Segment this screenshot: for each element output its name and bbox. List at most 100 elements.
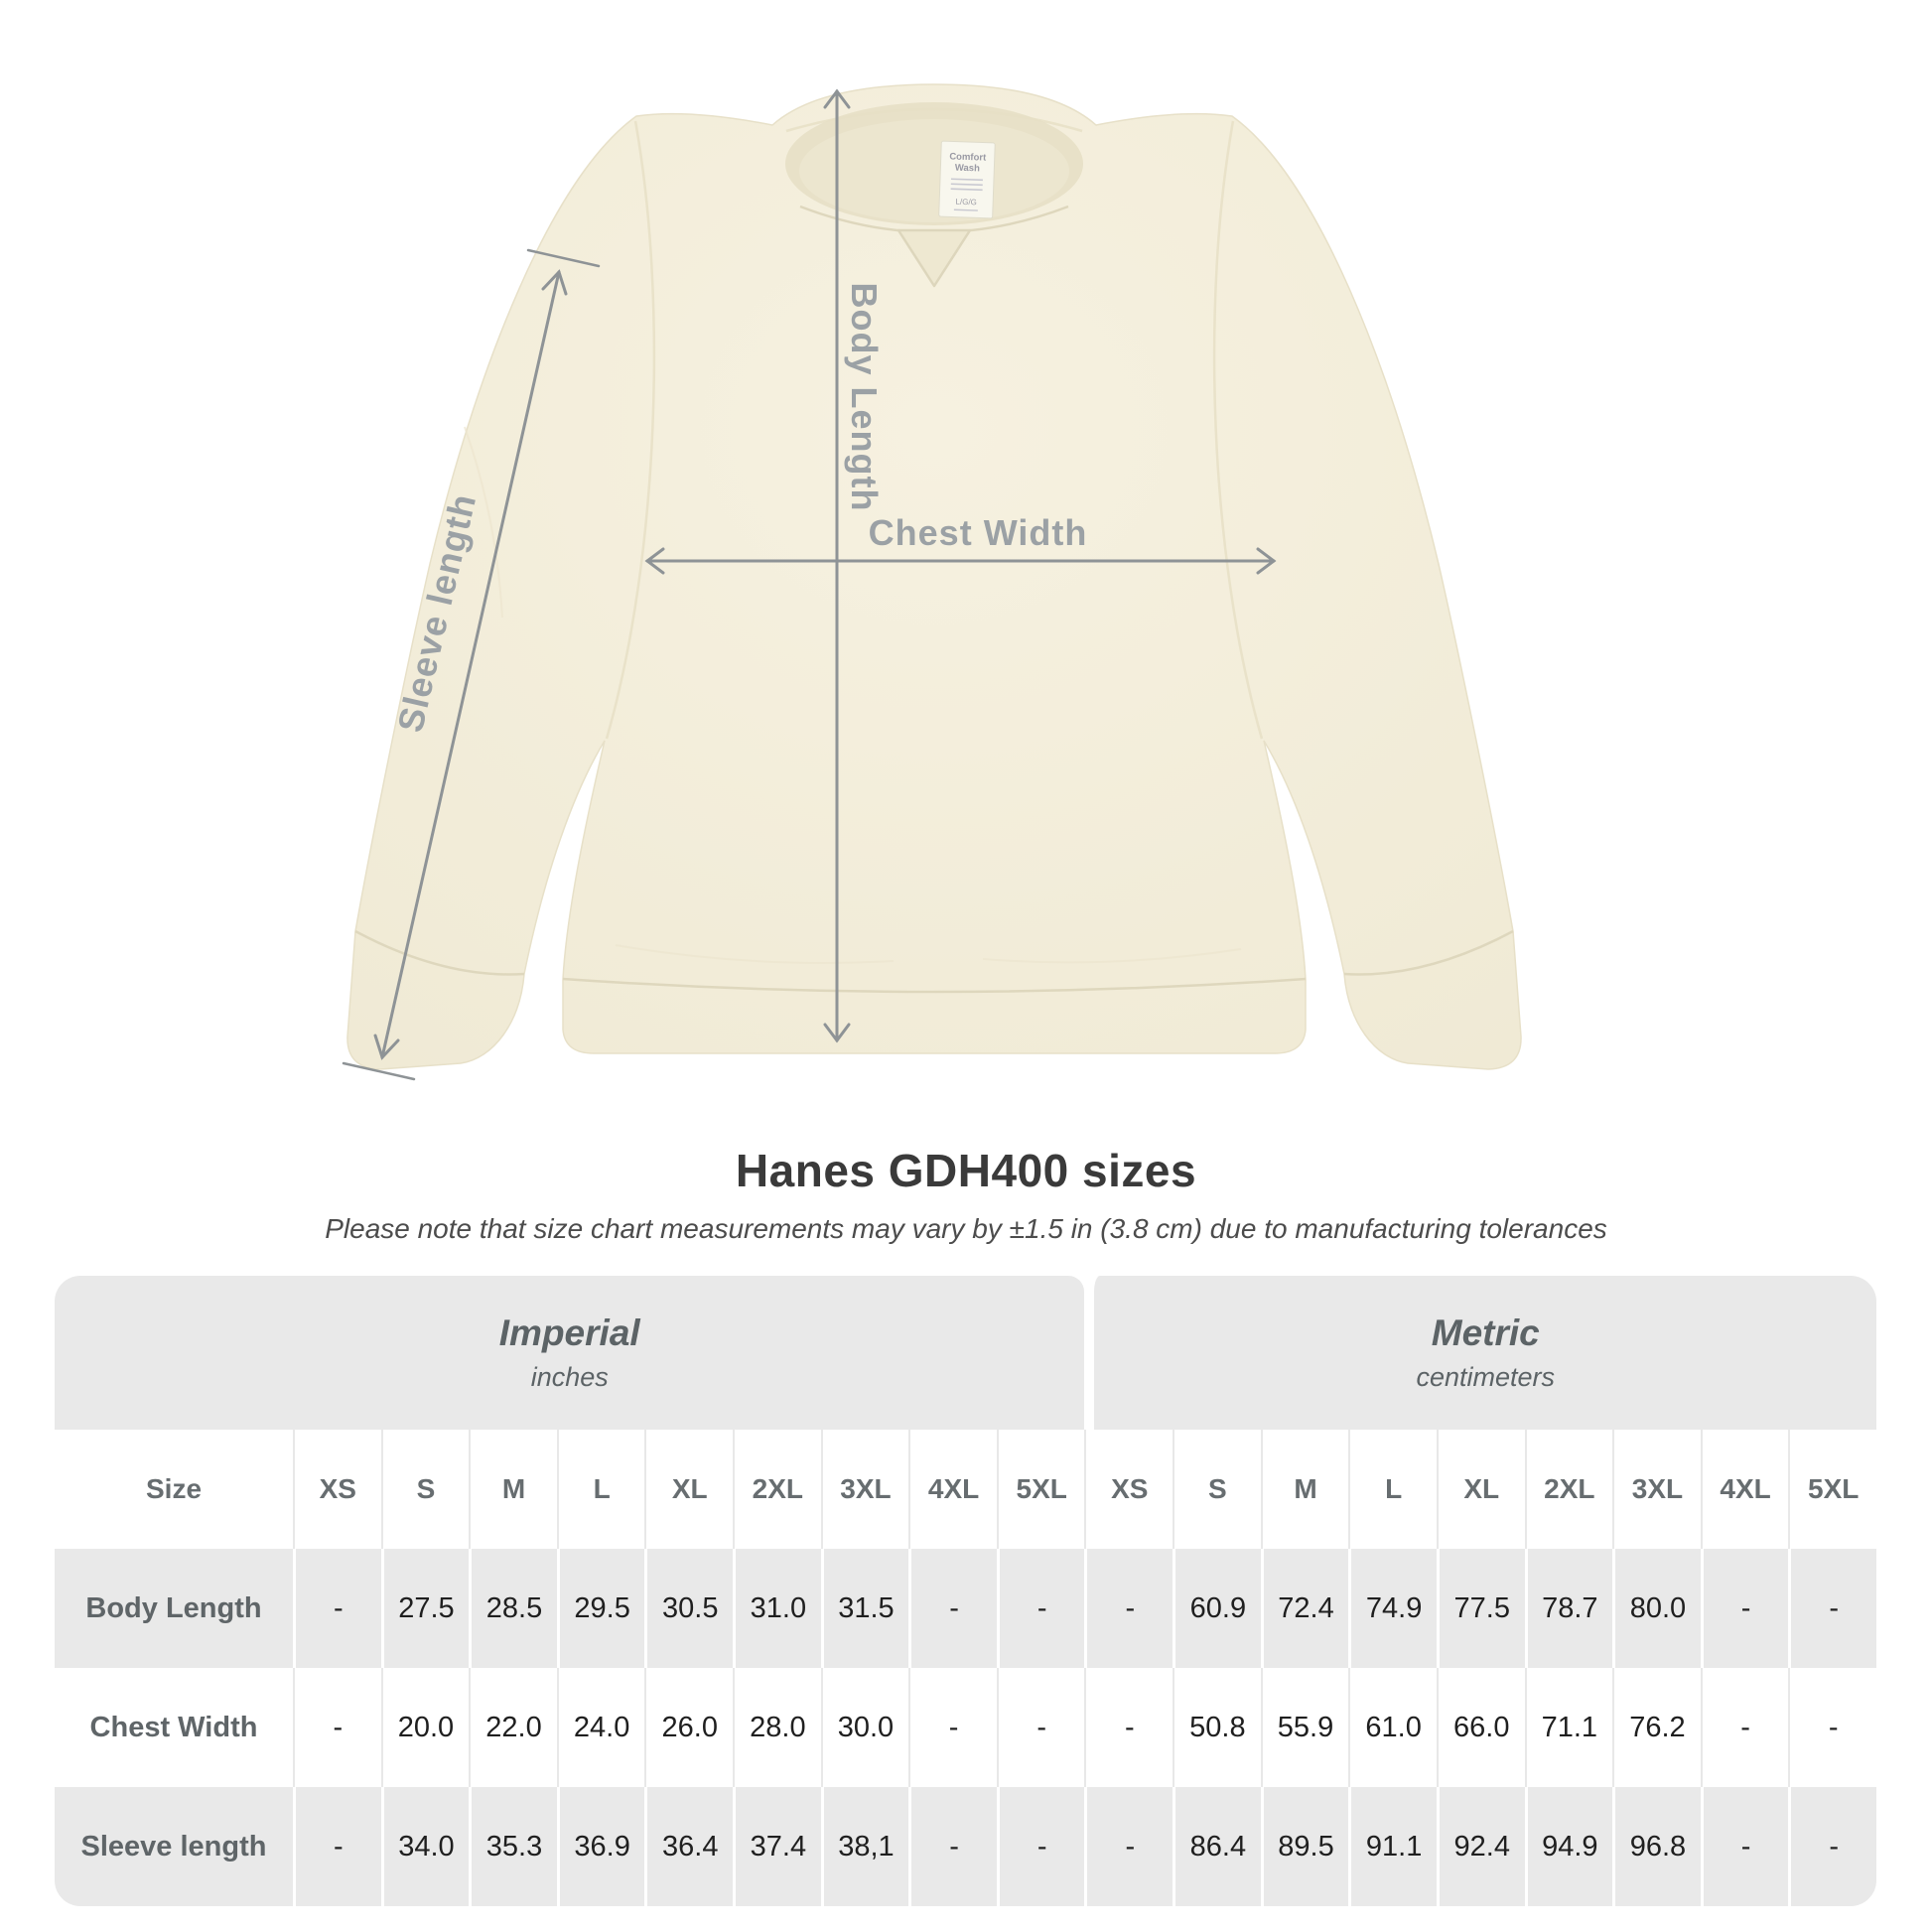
size-header-row: Size XS S M L XL 2XL 3XL 4XL 5XL XS S M … bbox=[55, 1430, 1876, 1549]
page-subtitle: Please note that size chart measurements… bbox=[325, 1213, 1607, 1244]
size-header-2xl-metric: 2XL bbox=[1524, 1430, 1613, 1549]
table-cell: 35.3 bbox=[469, 1787, 557, 1906]
table-cell: - bbox=[1788, 1668, 1876, 1787]
table-row-sleeve-length: Sleeve length - 34.0 35.3 36.9 36.4 37.4… bbox=[55, 1787, 1876, 1906]
table-cell: 80.0 bbox=[1612, 1549, 1701, 1668]
size-header-5xl: 5XL bbox=[996, 1430, 1085, 1549]
chest-width-label: Chest Width bbox=[869, 512, 1088, 553]
cuff-left-seam bbox=[354, 929, 525, 976]
collar-opening-inner bbox=[799, 119, 1069, 222]
armscye-right-seam bbox=[1212, 120, 1264, 740]
table-cell: 34.0 bbox=[380, 1787, 470, 1906]
size-header-xs-metric: XS bbox=[1084, 1430, 1173, 1549]
table-cell: 89.5 bbox=[1260, 1787, 1349, 1906]
table-cell: 94.9 bbox=[1524, 1787, 1613, 1906]
table-cell: - bbox=[293, 1787, 381, 1906]
body-length-arrow bbox=[823, 88, 851, 1043]
size-header-xs: XS bbox=[293, 1430, 381, 1549]
table-cell: 92.4 bbox=[1436, 1787, 1525, 1906]
metric-group-header: Metric centimeters bbox=[1084, 1276, 1876, 1430]
table-cell: 30.0 bbox=[820, 1668, 909, 1787]
table-cell: - bbox=[1700, 1787, 1789, 1906]
sweatshirt-body bbox=[346, 83, 1522, 1070]
wrinkle-3 bbox=[464, 426, 503, 619]
size-header-s: S bbox=[380, 1430, 470, 1549]
hem-seam bbox=[562, 977, 1307, 994]
size-header-s-metric: S bbox=[1173, 1430, 1261, 1549]
table-cell: 66.0 bbox=[1436, 1668, 1525, 1787]
table-cell: 37.4 bbox=[733, 1787, 821, 1906]
row-label-body-length: Body Length bbox=[55, 1549, 293, 1668]
table-cell: 20.0 bbox=[380, 1668, 470, 1787]
row-label-sleeve-length: Sleeve length bbox=[55, 1787, 293, 1906]
unit-group-row: Imperial inches Metric centimeters bbox=[55, 1276, 1876, 1430]
size-header-xl: XL bbox=[644, 1430, 734, 1549]
imperial-units: inches bbox=[530, 1362, 609, 1392]
table-cell: 26.0 bbox=[644, 1668, 734, 1787]
table-cell: - bbox=[996, 1549, 1085, 1668]
table-cell: - bbox=[1700, 1668, 1789, 1787]
size-header-xl-metric: XL bbox=[1436, 1430, 1525, 1549]
page-title: Hanes GDH400 sizes bbox=[735, 1145, 1197, 1196]
size-header-l-metric: L bbox=[1348, 1430, 1437, 1549]
table-cell: 36.4 bbox=[644, 1787, 734, 1906]
table-cell: - bbox=[908, 1668, 997, 1787]
size-column-header: Size bbox=[55, 1430, 293, 1549]
table-cell: 74.9 bbox=[1348, 1549, 1437, 1668]
table-cell: 28.5 bbox=[469, 1549, 557, 1668]
size-header-4xl-metric: 4XL bbox=[1700, 1430, 1789, 1549]
size-table: Imperial inches Metric centimeters Size … bbox=[55, 1276, 1876, 1906]
table-cell: 38,1 bbox=[820, 1787, 909, 1906]
neck-tag-size: L/G/G bbox=[955, 198, 977, 207]
armscye-left-seam bbox=[605, 120, 656, 740]
table-cell: 29.5 bbox=[556, 1549, 645, 1668]
table-cell: - bbox=[293, 1549, 381, 1668]
table-cell: 60.9 bbox=[1173, 1549, 1261, 1668]
neck-tag-brand-1: Comfort bbox=[949, 151, 987, 163]
size-header-4xl: 4XL bbox=[908, 1430, 997, 1549]
sweatshirt-illustration: Comfort Wash L/G/G bbox=[342, 83, 1522, 1081]
size-header-3xl: 3XL bbox=[820, 1430, 909, 1549]
table-cell: - bbox=[996, 1787, 1085, 1906]
table-cell: 36.9 bbox=[556, 1787, 645, 1906]
table-cell: - bbox=[293, 1668, 381, 1787]
neck-tag: Comfort Wash L/G/G bbox=[938, 140, 996, 219]
table-cell: 61.0 bbox=[1348, 1668, 1437, 1787]
table-cell: - bbox=[996, 1668, 1085, 1787]
size-header-l: L bbox=[556, 1430, 645, 1549]
chest-width-arrow bbox=[644, 547, 1277, 575]
table-cell: - bbox=[1788, 1787, 1876, 1906]
table-cell: - bbox=[908, 1549, 997, 1668]
size-header-3xl-metric: 3XL bbox=[1612, 1430, 1701, 1549]
table-cell: - bbox=[1084, 1668, 1173, 1787]
table-cell: 77.5 bbox=[1436, 1549, 1525, 1668]
sleeve-length-arrow bbox=[342, 248, 601, 1081]
imperial-label: Imperial bbox=[498, 1312, 640, 1353]
v-notch bbox=[897, 228, 972, 288]
neck-tag-brand-2: Wash bbox=[955, 163, 981, 175]
table-cell: 55.9 bbox=[1260, 1668, 1349, 1787]
table-cell: 50.8 bbox=[1173, 1668, 1261, 1787]
cuff-right-seam bbox=[1343, 929, 1514, 976]
table-cell: 22.0 bbox=[469, 1668, 557, 1787]
table-row-chest-width: Chest Width - 20.0 22.0 24.0 26.0 28.0 3… bbox=[55, 1668, 1876, 1787]
metric-units: centimeters bbox=[1416, 1362, 1556, 1392]
size-header-2xl: 2XL bbox=[733, 1430, 821, 1549]
row-label-chest-width: Chest Width bbox=[55, 1668, 293, 1787]
table-cell: - bbox=[1084, 1549, 1173, 1668]
table-cell: 72.4 bbox=[1260, 1549, 1349, 1668]
table-cell: 76.2 bbox=[1612, 1668, 1701, 1787]
wrinkle-1 bbox=[615, 944, 895, 964]
imperial-group-header: Imperial inches bbox=[55, 1276, 1085, 1430]
table-cell: 78.7 bbox=[1524, 1549, 1613, 1668]
table-cell: - bbox=[1084, 1787, 1173, 1906]
metric-label: Metric bbox=[1431, 1312, 1540, 1353]
size-header-m: M bbox=[469, 1430, 557, 1549]
table-cell: - bbox=[1700, 1549, 1789, 1668]
table-cell: 91.1 bbox=[1348, 1787, 1437, 1906]
collar-top-seam bbox=[785, 107, 1083, 133]
table-cell: 30.5 bbox=[644, 1549, 734, 1668]
wrinkle-2 bbox=[982, 948, 1242, 964]
table-cell: 96.8 bbox=[1612, 1787, 1701, 1906]
